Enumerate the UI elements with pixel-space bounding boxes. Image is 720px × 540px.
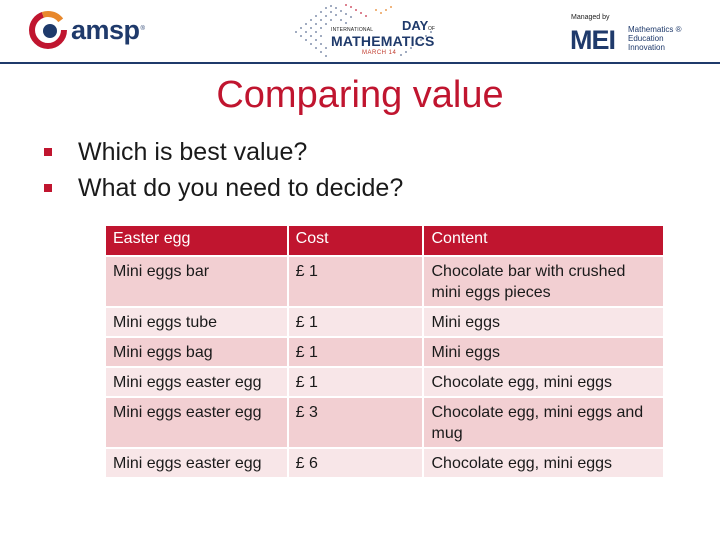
cell-content: Chocolate bar with crushed mini eggs pie… [422, 256, 663, 308]
table-row: Mini eggs tube £ 1 Mini eggs [106, 307, 663, 338]
bullet-marker-icon [44, 148, 52, 156]
idm-of-label: OF [428, 26, 435, 32]
mei-tagline-line: Education [628, 34, 664, 43]
amsp-logo: amsp ® [28, 10, 145, 50]
bullet-list: Which is best value? What do you need to… [44, 134, 403, 206]
table-row: Mini eggs easter egg £ 3 Chocolate egg, … [106, 397, 663, 449]
bullet-item: Which is best value? [44, 134, 403, 170]
column-header-content: Content [422, 226, 663, 257]
header-divider [0, 62, 720, 64]
slide-header: amsp ® [0, 0, 720, 64]
table-row: Mini eggs easter egg £ 1 Chocolate egg, … [106, 367, 663, 398]
cell-cost: £ 1 [286, 307, 424, 338]
cell-easter-egg: Mini eggs easter egg [106, 448, 288, 479]
bullet-text: What do you need to decide? [78, 174, 404, 202]
comparison-table: Easter egg Cost Content Mini eggs bar £ … [106, 226, 663, 479]
cell-cost: £ 3 [286, 397, 424, 449]
slide-title-text: Comparing value [216, 74, 504, 116]
cell-content: Mini eggs [422, 337, 663, 368]
cell-content: Chocolate egg, mini eggs [422, 448, 663, 479]
table-header-row: Easter egg Cost Content [106, 226, 663, 257]
idm-date-label: MARCH 14 [362, 50, 397, 56]
idm-international-label: INTERNATIONAL [331, 27, 374, 33]
cell-content: Chocolate egg, mini eggs [422, 367, 663, 398]
cell-cost: £ 1 [286, 256, 424, 308]
column-header-cost: Cost [286, 226, 424, 257]
cell-content: Mini eggs [422, 307, 663, 338]
idm-mathematics-label: MATHEMATICS [331, 33, 435, 49]
idm-dot-pattern-icon [295, 4, 432, 57]
cell-cost: £ 6 [286, 448, 424, 479]
mei-tagline-line: Innovation [628, 43, 665, 52]
cell-cost: £ 1 [286, 367, 424, 398]
mei-tagline: Mathematics ® Education Innovation [628, 25, 681, 52]
mei-logo-text: MEI [570, 25, 616, 55]
slide-title: Comparing value [0, 74, 720, 117]
cell-easter-egg: Mini eggs easter egg [106, 367, 288, 398]
table-row: Mini eggs easter egg £ 6 Chocolate egg, … [106, 448, 663, 479]
amsp-trademark: ® [140, 26, 145, 32]
idm-day-label: DAY [402, 18, 429, 33]
managed-by-label: Managed by [571, 14, 610, 21]
mei-tagline-line: Mathematics ® [628, 25, 682, 34]
cell-easter-egg: Mini eggs bar [106, 256, 288, 308]
bullet-item: What do you need to decide? [44, 170, 403, 206]
amsp-swirl-icon [28, 10, 68, 50]
table-row: Mini eggs bag £ 1 Mini eggs [106, 337, 663, 368]
cell-easter-egg: Mini eggs bag [106, 337, 288, 368]
cell-content: Chocolate egg, mini eggs and mug [422, 397, 663, 449]
bullet-marker-icon [44, 184, 52, 192]
mei-logo: Managed by MEI Mathematics ® Education I… [570, 14, 710, 55]
cell-cost: £ 1 [286, 337, 424, 368]
amsp-logo-text: amsp [71, 14, 140, 45]
bullet-text: Which is best value? [78, 138, 308, 166]
column-header-easter-egg: Easter egg [106, 226, 288, 257]
international-day-of-mathematics-logo: INTERNATIONAL DAY OF MATHEMATICS MARCH 1… [288, 2, 438, 60]
table-row: Mini eggs bar £ 1 Chocolate bar with cru… [106, 256, 663, 308]
cell-easter-egg: Mini eggs tube [106, 307, 288, 338]
cell-easter-egg: Mini eggs easter egg [106, 397, 288, 449]
